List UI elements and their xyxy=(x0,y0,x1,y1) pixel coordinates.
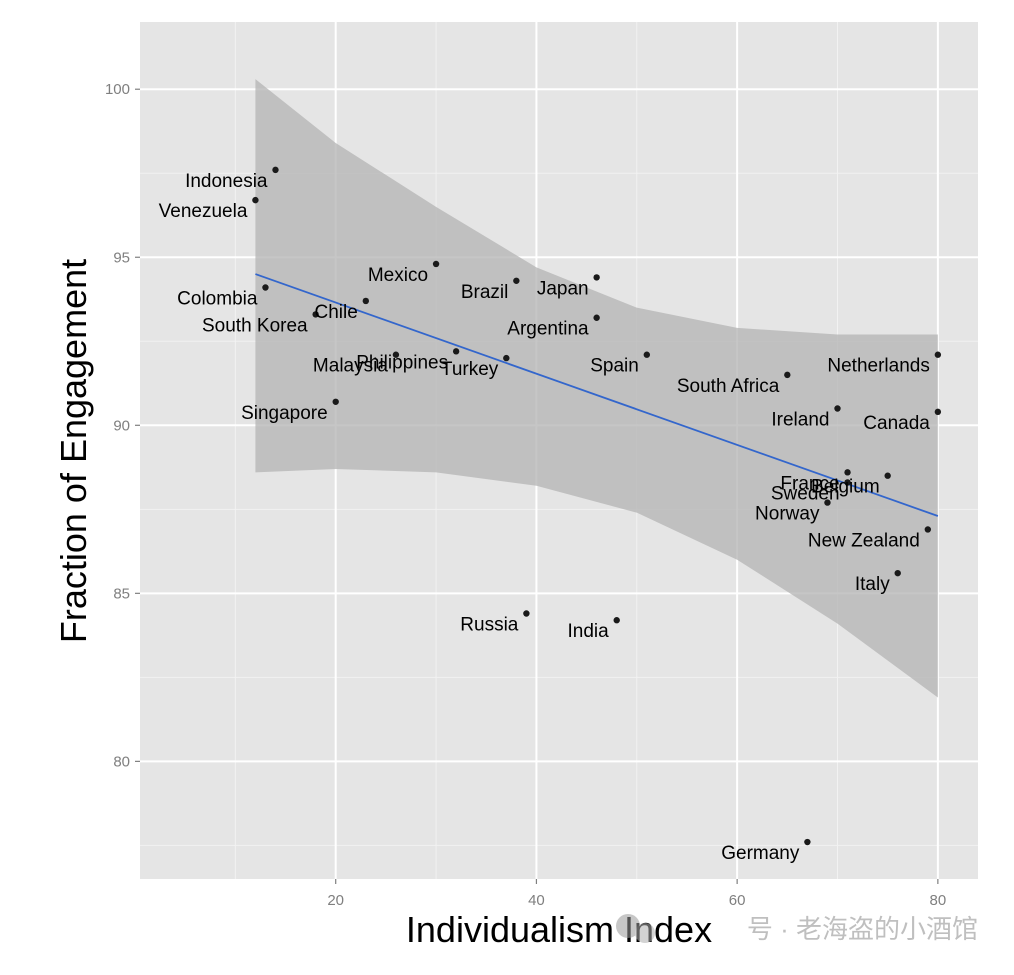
point-label: France xyxy=(780,473,839,494)
point-label: Malaysia xyxy=(313,356,388,377)
watermark: 号 · 老海盗的小酒馆 xyxy=(616,914,978,944)
data-point xyxy=(643,351,651,358)
wechat-icon-secondary xyxy=(635,923,655,943)
data-point xyxy=(824,499,831,506)
point-label: Singapore xyxy=(241,403,328,424)
data-point xyxy=(894,569,901,577)
data-point xyxy=(884,472,891,479)
data-point xyxy=(934,351,942,358)
data-point xyxy=(312,311,319,318)
y-axis-ticks: 80 85 90 95 100 xyxy=(105,81,140,770)
point-label: Chile xyxy=(314,302,357,323)
point-label: Venezuela xyxy=(159,201,248,222)
data-point xyxy=(523,610,530,617)
data-point xyxy=(362,297,370,305)
point-label: Brazil xyxy=(461,282,509,303)
data-point xyxy=(784,371,791,379)
point-label: New Zealand xyxy=(808,530,920,551)
data-point xyxy=(934,408,942,416)
point-label: Italy xyxy=(855,574,890,595)
data-point xyxy=(513,277,520,284)
point-label: Mexico xyxy=(368,265,428,286)
x-tick-label: 80 xyxy=(930,892,947,909)
data-point xyxy=(844,469,851,476)
point-label: South Africa xyxy=(677,376,780,397)
x-axis-title: Individualism Index xyxy=(406,909,712,950)
data-point xyxy=(804,838,811,846)
trend-line xyxy=(255,273,939,517)
point-label: Ireland xyxy=(771,409,829,430)
data-point xyxy=(834,405,841,412)
y-tick-label: 80 xyxy=(113,753,130,770)
point-label: Norway xyxy=(755,504,820,525)
data-point xyxy=(452,348,460,355)
y-tick-label: 95 xyxy=(113,249,130,266)
point-label: Germany xyxy=(721,843,800,864)
x-axis-ticks: 20 40 60 80 xyxy=(327,879,946,909)
point-label: Sweden xyxy=(771,483,840,504)
point-labels-layer: Indonesia Venezuela Colombia Chile South Kor… xyxy=(159,171,931,864)
data-point xyxy=(272,166,279,174)
point-label: Canada xyxy=(863,413,930,434)
confidence-band-layer xyxy=(255,79,938,698)
data-point xyxy=(432,260,440,268)
data-point xyxy=(613,617,620,624)
data-point xyxy=(844,479,851,486)
point-label: Japan xyxy=(537,278,589,299)
points-layer xyxy=(252,166,942,846)
point-label: Philippines xyxy=(356,352,448,373)
data-point xyxy=(593,314,600,321)
y-tick-label: 85 xyxy=(113,585,130,602)
trend-line-layer xyxy=(255,273,939,517)
x-tick-label: 40 xyxy=(528,892,545,909)
x-tick-label: 60 xyxy=(729,892,746,909)
data-point xyxy=(924,526,932,533)
data-point xyxy=(252,196,259,204)
data-point xyxy=(332,398,339,405)
y-axis-title: Fraction of Engagement xyxy=(53,259,94,643)
data-point xyxy=(503,354,510,362)
confidence-band xyxy=(255,79,938,698)
point-label: Russia xyxy=(460,614,519,635)
wechat-icon xyxy=(616,914,640,938)
y-tick-label: 100 xyxy=(105,81,130,98)
data-point xyxy=(392,351,400,358)
point-label: Argentina xyxy=(507,319,589,340)
point-label: Indonesia xyxy=(185,171,268,192)
point-label: Netherlands xyxy=(827,356,929,377)
point-label: India xyxy=(568,621,610,642)
data-point xyxy=(593,274,600,281)
point-label: Belgium xyxy=(811,477,880,498)
point-label: Turkey xyxy=(441,359,499,380)
point-label: Spain xyxy=(590,356,639,377)
watermark-text: 号 · 老海盗的小酒馆 xyxy=(747,914,978,944)
point-label: Colombia xyxy=(177,289,258,310)
point-label: South Korea xyxy=(202,315,308,336)
data-point xyxy=(262,284,269,291)
x-tick-label: 20 xyxy=(327,892,344,909)
y-tick-label: 90 xyxy=(113,417,130,434)
